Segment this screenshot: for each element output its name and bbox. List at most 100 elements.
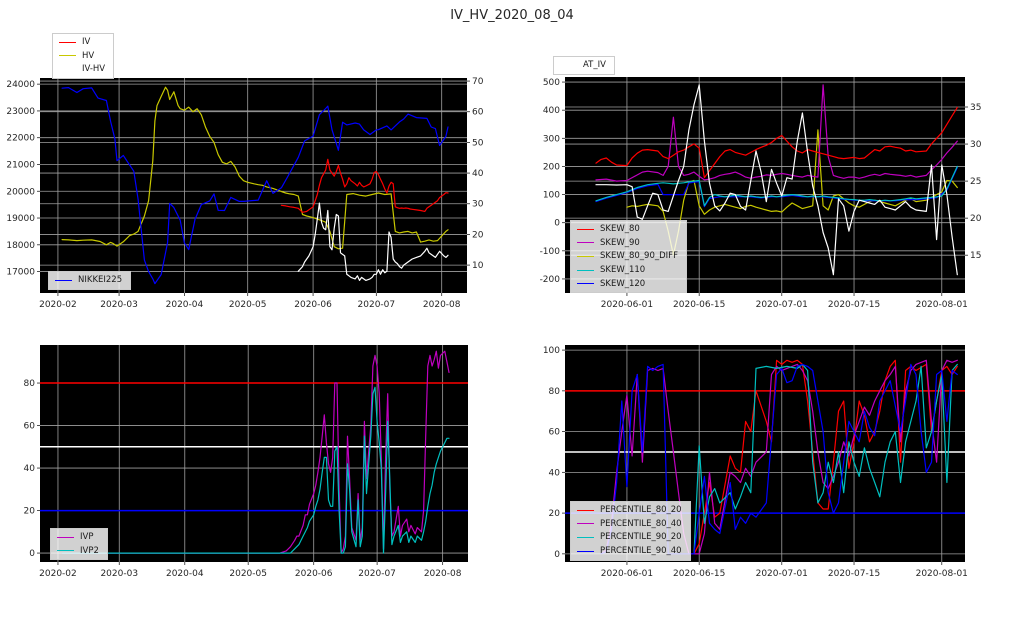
legend-line-swatch [59,41,76,43]
iv_hv-plot-area [40,78,467,293]
legend-label: SKEW_80_90_DIFF [600,251,678,262]
y-left-tick-label: 0 [29,549,35,559]
y-left-tick-label: 80 [24,379,36,389]
legend-entry: SKEW_80 [577,224,678,235]
legend-entry: PERCENTILE_90_20 [577,532,682,543]
y-right-tick-label: 20 [970,214,982,224]
x-tick-label: 2020-06-15 [673,300,725,310]
y-left-tick-label: 24000 [6,80,35,90]
legend-entry: SKEW_110 [577,265,678,276]
y-right-tick-label: 10 [472,261,484,271]
x-tick-label: 2020-04 [166,300,204,310]
figure-title: IV_HV_2020_08_04 [450,8,574,23]
y-left-tick-label: 40 [549,468,561,478]
y-right-tick-label: 40 [472,169,484,179]
y-right-tick-label: 30 [472,200,484,210]
legend-label: AT_IV [583,60,606,70]
series-line-IVP2 [61,386,450,554]
y-left-tick-label: 22000 [6,134,35,144]
legend-at-iv: AT_IV [553,56,615,75]
legend-ivp: IVP IVP2 [50,528,108,561]
series-line-PERCENTILE_90_40 [600,363,958,555]
series-line-SKEW_80_90_DIFF [626,129,958,256]
y-left-tick-label: 17000 [6,268,35,278]
legend-line-swatch [577,550,594,552]
y-left-tick-label: 20 [24,507,36,517]
x-tick-label: 2020-06 [295,569,333,579]
x-tick-label: 2020-04 [166,569,204,579]
legend-percentile: PERCENTILE_80_20 PERCENTILE_80_40 PERCENTI… [570,501,691,561]
legend-label: NIKKEI225 [78,275,123,285]
legend-entry: HV [59,51,105,62]
x-tick-label: 2020-02 [39,300,77,310]
series-line-IV-HV [297,202,449,281]
series-line-IV [280,158,449,213]
legend-entry: NIKKEI225 [55,275,122,286]
series-line-SKEW_80 [595,106,958,179]
x-tick-label: 2020-02 [39,569,77,579]
y-left-tick-label: 60 [24,422,36,432]
ivp-plot-area [40,345,468,562]
x-tick-label: 2020-07-15 [828,300,880,310]
y-left-tick-label: 300 [543,134,560,144]
y-left-tick-label: 40 [24,464,36,474]
legend-line-swatch [57,550,74,552]
legend-line-swatch [577,269,594,271]
x-tick-label: 2020-05 [229,300,267,310]
legend-label: SKEW_90 [600,237,640,248]
x-tick-label: 2020-06 [294,300,332,310]
y-left-tick-label: 80 [549,387,561,397]
legend-label: SKEW_110 [600,264,646,275]
series-line-AT_IV [595,84,958,276]
x-tick-label: 2020-08 [423,300,461,310]
legend-line-swatch [55,279,72,281]
y-right-tick-label: 25 [970,177,981,187]
x-tick-label: 2020-08-01 [916,300,968,310]
y-left-tick-label: 500 [543,78,560,88]
legend-label: PERCENTILE_90_20 [600,532,682,543]
legend-label: PERCENTILE_90_40 [600,545,682,556]
legend-entry: AT_IV [560,60,606,71]
y-left-tick-label: 200 [543,162,560,172]
legend-entry: SKEW_90 [577,238,678,249]
legend-label: PERCENTILE_80_40 [600,518,682,529]
legend-entry: IV-HV [59,64,105,75]
legend-line-swatch [577,537,594,539]
legend-entry: IVP [57,532,99,543]
x-tick-label: 2020-07 [358,300,396,310]
y-left-tick-label: -100 [540,247,561,257]
legend-nikkei: NIKKEI225 [48,271,132,290]
y-right-tick-label: 70 [472,77,484,87]
y-right-tick-label: 15 [970,251,981,261]
iv_hv-series-group [61,86,449,285]
legend-line-swatch [577,228,594,230]
y-right-tick-label: 50 [472,138,484,148]
y-left-tick-label: 0 [554,219,560,229]
y-right-tick-label: 60 [472,108,484,118]
legend-entry: PERCENTILE_80_20 [577,505,682,516]
legend-line-swatch [59,69,76,71]
legend-line-swatch [577,523,594,525]
legend-iv-hv: IV HV IV-HV [52,33,115,79]
legend-label: IV-HV [82,64,106,75]
series-line-SKEW_90 [595,84,958,182]
x-tick-label: 2020-08-01 [916,569,968,579]
legend-line-swatch [577,509,594,511]
legend-entry: IV [59,37,105,48]
y-left-tick-label: 19000 [6,214,35,224]
legend-entry: IVP2 [57,546,99,557]
legend-label: IVP [80,532,94,542]
x-tick-label: 2020-06-01 [601,569,653,579]
x-tick-label: 2020-07-01 [756,300,808,310]
y-left-tick-label: 60 [549,428,561,438]
legend-line-swatch [577,283,594,285]
series-line-SKEW_110 [595,165,958,207]
legend-label: SKEW_80 [600,224,640,234]
legend-line-swatch [577,242,594,244]
x-tick-label: 2020-05 [229,569,267,579]
series-line-HV [61,86,449,250]
legend-label: HV [82,50,95,61]
legend-label: PERCENTILE_80_20 [600,505,682,515]
